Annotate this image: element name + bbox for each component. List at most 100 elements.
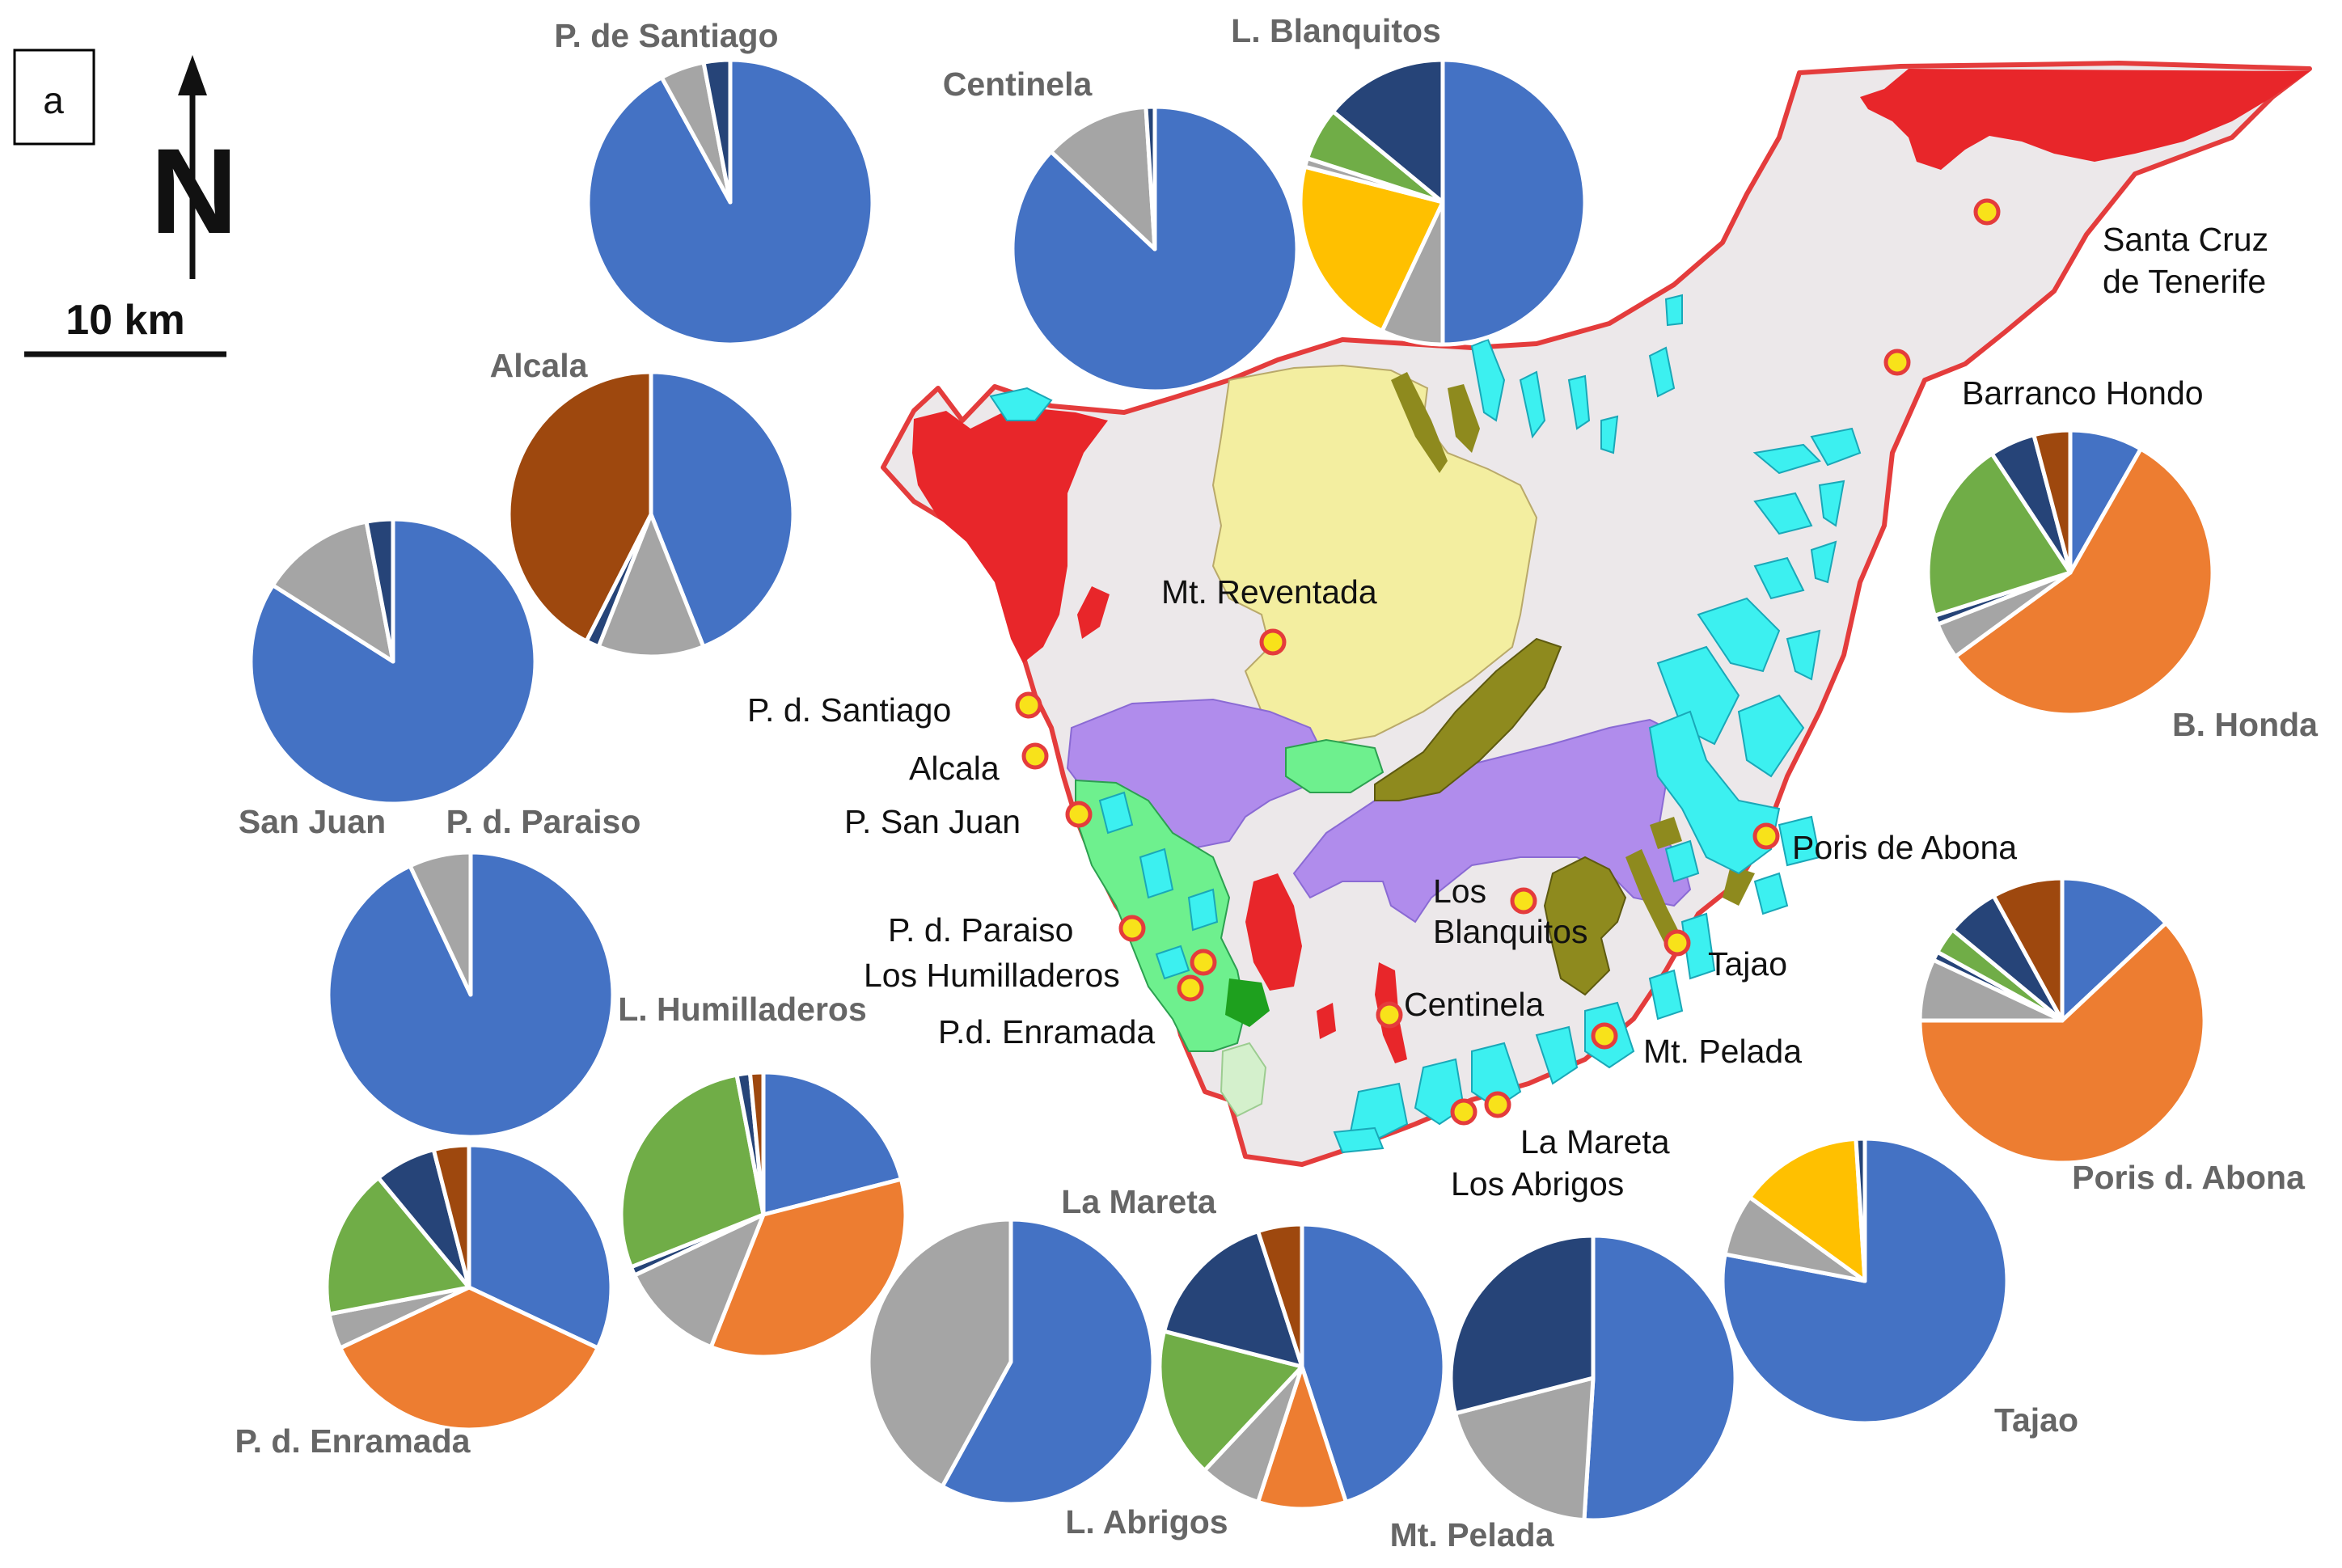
purple-volcanic-unit-east xyxy=(1292,718,1692,923)
pie-slice xyxy=(431,1143,471,1290)
cyan-patch xyxy=(1680,912,1716,980)
pie-slice xyxy=(586,57,875,347)
olive-unit-strip-2 xyxy=(1448,384,1480,453)
pie-san-juan xyxy=(248,517,538,806)
cyan-patch xyxy=(1810,427,1862,467)
island-map xyxy=(881,61,2312,1167)
site-label: Santa Cruz xyxy=(2103,221,2268,258)
pie-slice xyxy=(506,370,653,644)
site-marker[interactable] xyxy=(1752,822,1780,850)
site-label: Los Humilladeros xyxy=(864,957,1120,994)
panel-letter-box xyxy=(13,49,95,146)
cyan-patch xyxy=(1535,1025,1579,1085)
site-marker[interactable] xyxy=(1259,628,1287,656)
site-marker[interactable] xyxy=(1190,949,1217,976)
pie-slice xyxy=(248,517,538,806)
site-label: Mt. Pelada xyxy=(1643,1033,1802,1070)
cyan-patch xyxy=(1187,888,1219,932)
pie-slice xyxy=(270,519,395,664)
pie-label: San Juan xyxy=(239,803,386,840)
site-marker[interactable] xyxy=(1118,915,1146,942)
site-marker[interactable] xyxy=(1973,198,2001,226)
cyan-patch xyxy=(1519,370,1546,439)
site-marker[interactable] xyxy=(1510,887,1537,915)
site-marker[interactable] xyxy=(1015,691,1042,719)
cyan-patch xyxy=(1664,839,1700,883)
cyan-patch xyxy=(1664,294,1683,327)
pie-slice xyxy=(1298,164,1445,333)
pie-slice xyxy=(1453,1376,1596,1523)
pie-mt-pelada xyxy=(1448,1233,1738,1523)
site-labels: Santa Cruz de Tenerife Barranco Hondo Mt… xyxy=(747,221,2268,1202)
site-marker[interactable] xyxy=(1883,349,1911,376)
site-marker[interactable] xyxy=(1663,929,1691,957)
pie-slice xyxy=(708,1177,908,1359)
pie-slice xyxy=(619,1072,766,1270)
pie-label: L. Abrigos xyxy=(1065,1503,1228,1541)
site-marker[interactable] xyxy=(1591,1022,1618,1050)
site-label: P. San Juan xyxy=(844,803,1021,840)
yellow-central-unit xyxy=(1211,364,1538,746)
site-label: Alcala xyxy=(909,750,1000,787)
green-unit-small xyxy=(1285,738,1384,793)
north-letter: N xyxy=(150,123,238,259)
red-volcanic-unit-patch xyxy=(1077,586,1110,639)
pie-slice xyxy=(1144,104,1157,251)
cyan-patch xyxy=(1753,872,1789,915)
site-marker[interactable] xyxy=(1376,1001,1403,1029)
pie-label: Tajao xyxy=(1994,1401,2078,1439)
olive-unit-strip-4 xyxy=(1723,865,1755,906)
site-marker[interactable] xyxy=(1177,974,1204,1002)
pie-slice xyxy=(1720,1136,2010,1426)
site-marker[interactable] xyxy=(1021,742,1049,770)
site-label: Poris de Abona xyxy=(1792,829,2017,866)
pie-slice xyxy=(940,1217,1156,1507)
pie-p-d-paraiso xyxy=(326,850,615,1139)
pie-l-blanquitos xyxy=(1298,57,1587,347)
pie-label: Mt. Pelada xyxy=(1390,1516,1555,1553)
pie-slice xyxy=(1991,876,2065,1023)
red-volcanic-unit-nw xyxy=(912,408,1108,663)
pie-label: L. Blanquitos xyxy=(1231,12,1441,49)
site-label: Mt. Reventada xyxy=(1161,573,1377,611)
pie-alcala xyxy=(506,370,796,659)
cyan-patch xyxy=(1333,1126,1384,1154)
cyan-patch xyxy=(1155,945,1190,980)
pie-label: Alcala xyxy=(490,347,589,384)
pie-slice xyxy=(1330,57,1445,205)
pie-label: P. d. Enramada xyxy=(235,1422,471,1460)
pie-slice xyxy=(1010,104,1300,394)
site-label: Centinela xyxy=(1404,986,1544,1023)
site-marker[interactable] xyxy=(1450,1098,1477,1126)
pie-slice xyxy=(761,1070,903,1217)
cyan-patch xyxy=(1753,492,1813,535)
pie-slice xyxy=(2031,428,2073,575)
cyan-patch xyxy=(1648,346,1676,398)
pie-slice xyxy=(1582,1233,1738,1523)
cyan-patch xyxy=(1753,556,1805,600)
site-label: P. d. Santiago xyxy=(747,691,951,729)
cyan-patch xyxy=(1818,480,1845,527)
site-markers xyxy=(1015,198,2001,1126)
site-marker[interactable] xyxy=(1484,1091,1511,1118)
cyan-patch xyxy=(1752,443,1821,475)
pie-slice xyxy=(1049,104,1157,251)
olive-unit-strip-5 xyxy=(1650,817,1682,849)
cyan-patch xyxy=(1737,694,1805,778)
site-marker[interactable] xyxy=(1065,801,1093,828)
pie-slice xyxy=(467,1143,614,1350)
pie-slice xyxy=(326,850,615,1139)
pie-slice xyxy=(364,517,395,664)
olive-unit-strip-3 xyxy=(1625,849,1682,946)
olive-unit-ridge xyxy=(1374,637,1562,801)
pie-slice xyxy=(1157,1329,1304,1473)
pie-slice xyxy=(596,512,706,659)
site-label: Tajao xyxy=(1708,945,1787,983)
site-label: P. d. Paraiso xyxy=(888,911,1073,949)
pie-charts xyxy=(248,57,2215,1523)
cyan-patch xyxy=(1098,791,1134,835)
pie-label: La Mareta xyxy=(1061,1183,1217,1220)
pie-label: Poris d. Abona xyxy=(2072,1159,2306,1196)
